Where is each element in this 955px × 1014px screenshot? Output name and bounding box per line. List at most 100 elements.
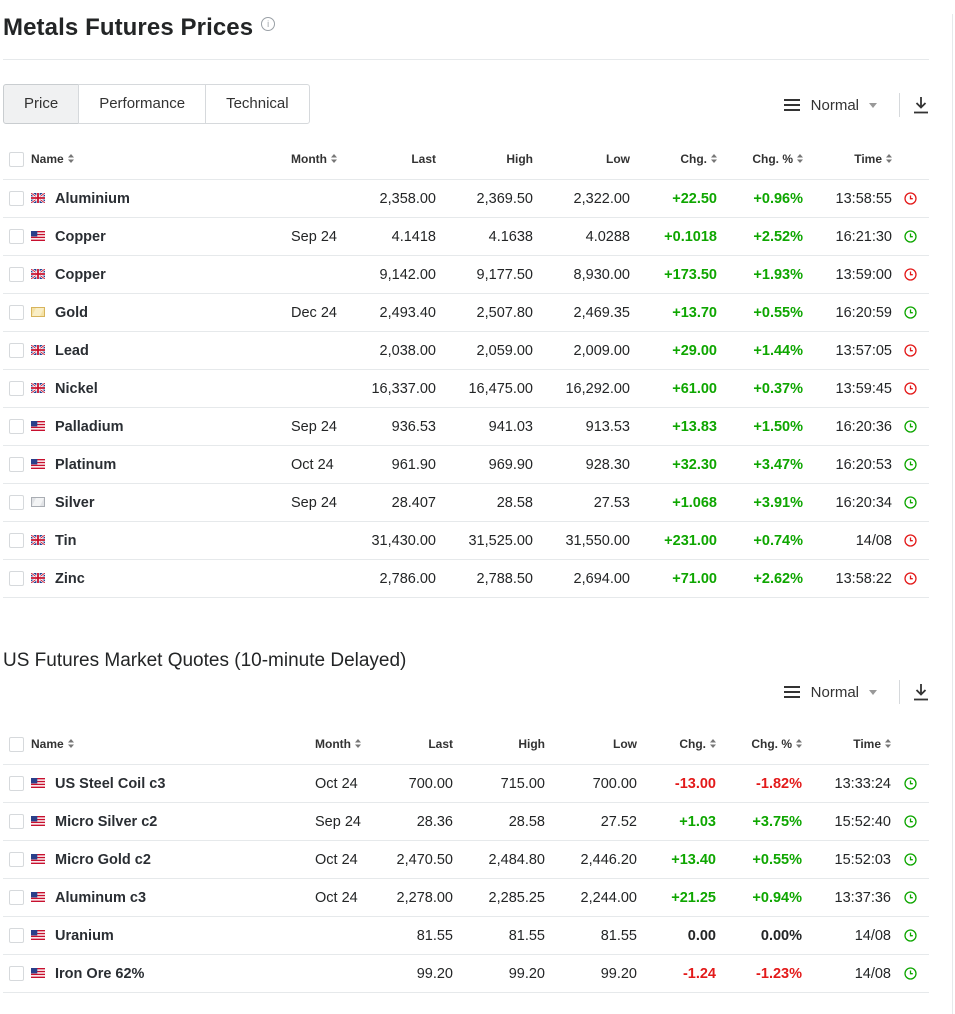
instrument-name-link[interactable]: Platinum [55, 445, 291, 484]
table-row[interactable]: Iron Ore 62% 99.20 99.20 99.20 -1.24 -1.23% 14… [3, 954, 929, 993]
clock-icon [904, 420, 917, 433]
row-checkbox[interactable] [3, 369, 31, 408]
low-cell: 700.00 [545, 764, 637, 803]
view-select[interactable]: Normal [811, 97, 877, 114]
table-row[interactable]: Micro Silver c2 Sep 24 28.36 28.58 27.52 +1.0… [3, 802, 929, 841]
instrument-name-link[interactable]: Zinc [55, 559, 291, 598]
market-status-cell [892, 559, 929, 598]
low-cell: 31,550.00 [533, 521, 630, 560]
instrument-name-link[interactable]: Copper [55, 255, 291, 294]
row-checkbox[interactable] [3, 483, 31, 522]
column-header-name[interactable]: Name [31, 724, 315, 765]
flag-cell [31, 255, 55, 294]
instrument-name-link[interactable]: Uranium [55, 916, 315, 955]
row-checkbox[interactable] [3, 878, 31, 917]
row-checkbox[interactable] [3, 954, 31, 993]
month-cell: Sep 24 [315, 802, 363, 841]
tab-performance[interactable]: Performance [78, 84, 207, 124]
select-all-checkbox[interactable] [3, 724, 31, 765]
table-row[interactable]: Silver Sep 24 28.407 28.58 27.53 +1.068 +3.91%… [3, 483, 929, 522]
market-status-cell [891, 916, 929, 955]
instrument-name-link[interactable]: Palladium [55, 407, 291, 446]
row-checkbox[interactable] [3, 331, 31, 370]
flag-cell [31, 483, 55, 522]
instrument-name-link[interactable]: Silver [55, 483, 291, 522]
instrument-name-link[interactable]: Micro Silver c2 [55, 802, 315, 841]
instrument-name-link[interactable]: Micro Gold c2 [55, 840, 315, 879]
instrument-name-link[interactable]: Gold [55, 293, 291, 332]
table-row[interactable]: Zinc 2,786.00 2,788.50 2,694.00 +71.00 +2.62%… [3, 559, 929, 598]
column-header-chg-pct[interactable]: Chg. % [716, 724, 802, 765]
row-checkbox[interactable] [3, 916, 31, 955]
row-checkbox[interactable] [3, 217, 31, 256]
row-checkbox[interactable] [3, 255, 31, 294]
change-cell: +71.00 [630, 559, 717, 598]
low-cell: 928.30 [533, 445, 630, 484]
high-cell: 2,507.80 [436, 293, 533, 332]
row-checkbox[interactable] [3, 179, 31, 218]
row-checkbox[interactable] [3, 802, 31, 841]
download-icon[interactable] [913, 96, 929, 114]
tab-price[interactable]: Price [3, 84, 80, 124]
instrument-name-link[interactable]: Iron Ore 62% [55, 954, 315, 993]
row-checkbox[interactable] [3, 445, 31, 484]
us-futures-table-body: US Steel Coil c3 Oct 24 700.00 715.00 700.00… [3, 764, 929, 993]
section-title-us-futures: US Futures Market Quotes (10-minute Dela… [3, 650, 407, 671]
instrument-name-link[interactable]: Nickel [55, 369, 291, 408]
column-header-month[interactable]: Month [291, 139, 339, 180]
time-cell: 15:52:40 [802, 802, 891, 841]
chevron-down-icon [869, 102, 877, 108]
high-cell: 4.1638 [436, 217, 533, 256]
instrument-name-link[interactable]: US Steel Coil c3 [55, 764, 315, 803]
table-row[interactable]: Aluminum c3 Oct 24 2,278.00 2,285.25 2,244.0… [3, 878, 929, 917]
table-row[interactable]: Platinum Oct 24 961.90 969.90 928.30 +32.30 +3… [3, 445, 929, 484]
table-row[interactable]: Tin 31,430.00 31,525.00 31,550.00 +231.00 +0.… [3, 521, 929, 560]
change-cell: +21.25 [637, 878, 716, 917]
row-checkbox[interactable] [3, 521, 31, 560]
table-row[interactable]: Copper Sep 24 4.1418 4.1638 4.0288 +0.1018 +2.… [3, 217, 929, 256]
column-header-chg[interactable]: Chg. [630, 139, 717, 180]
table-row[interactable]: Aluminium 2,358.00 2,369.50 2,322.00 +22.50 +… [3, 179, 929, 218]
change-percent-cell: +0.96% [717, 179, 803, 218]
table-row[interactable]: Micro Gold c2 Oct 24 2,470.50 2,484.80 2,446… [3, 840, 929, 879]
select-all-checkbox[interactable] [3, 139, 31, 180]
row-checkbox[interactable] [3, 559, 31, 598]
change-percent-cell: +0.55% [716, 840, 802, 879]
instrument-name-link[interactable]: Aluminum c3 [55, 878, 315, 917]
table-row[interactable]: Uranium 81.55 81.55 81.55 0.00 0.00% 14/08 [3, 916, 929, 955]
table-row[interactable]: US Steel Coil c3 Oct 24 700.00 715.00 700.00… [3, 764, 929, 803]
info-icon[interactable]: i [261, 17, 276, 31]
sort-icon [67, 154, 74, 164]
column-header-time[interactable]: Time [803, 139, 892, 180]
table-row[interactable]: Gold Dec 24 2,493.40 2,507.80 2,469.35 +13.70… [3, 293, 929, 332]
table-row[interactable]: Copper 9,142.00 9,177.50 8,930.00 +173.50 +1.… [3, 255, 929, 294]
table-row[interactable]: Palladium Sep 24 936.53 941.03 913.53 +13.83 +… [3, 407, 929, 446]
instrument-name-link[interactable]: Aluminium [55, 179, 291, 218]
silver-bar-icon [31, 496, 45, 507]
clock-icon [903, 891, 917, 904]
column-header-chg-pct[interactable]: Chg. % [717, 139, 803, 180]
low-cell: 913.53 [533, 407, 630, 446]
table-row[interactable]: Lead 2,038.00 2,059.00 2,009.00 +29.00 +1.44%… [3, 331, 929, 370]
download-icon[interactable] [913, 683, 929, 701]
instrument-name-link[interactable]: Tin [55, 521, 291, 560]
row-checkbox[interactable] [3, 407, 31, 446]
month-cell: Oct 24 [315, 878, 363, 917]
row-checkbox[interactable] [3, 293, 31, 332]
month-cell [291, 179, 339, 218]
column-header-chg[interactable]: Chg. [637, 724, 716, 765]
table-row[interactable]: Nickel 16,337.00 16,475.00 16,292.00 +61.00 +… [3, 369, 929, 408]
view-select[interactable]: Normal [811, 684, 877, 701]
tab-technical[interactable]: Technical [205, 84, 310, 124]
row-checkbox[interactable] [3, 764, 31, 803]
column-header-time[interactable]: Time [802, 724, 891, 765]
time-cell: 14/08 [802, 916, 891, 955]
instrument-name-link[interactable]: Lead [55, 331, 291, 370]
instrument-name-link[interactable]: Copper [55, 217, 291, 256]
low-cell: 2,446.20 [545, 840, 637, 879]
market-status-cell [892, 407, 929, 446]
flag-cell [31, 445, 55, 484]
column-header-month[interactable]: Month [315, 724, 363, 765]
row-checkbox[interactable] [3, 840, 31, 879]
column-header-name[interactable]: Name [31, 139, 291, 180]
